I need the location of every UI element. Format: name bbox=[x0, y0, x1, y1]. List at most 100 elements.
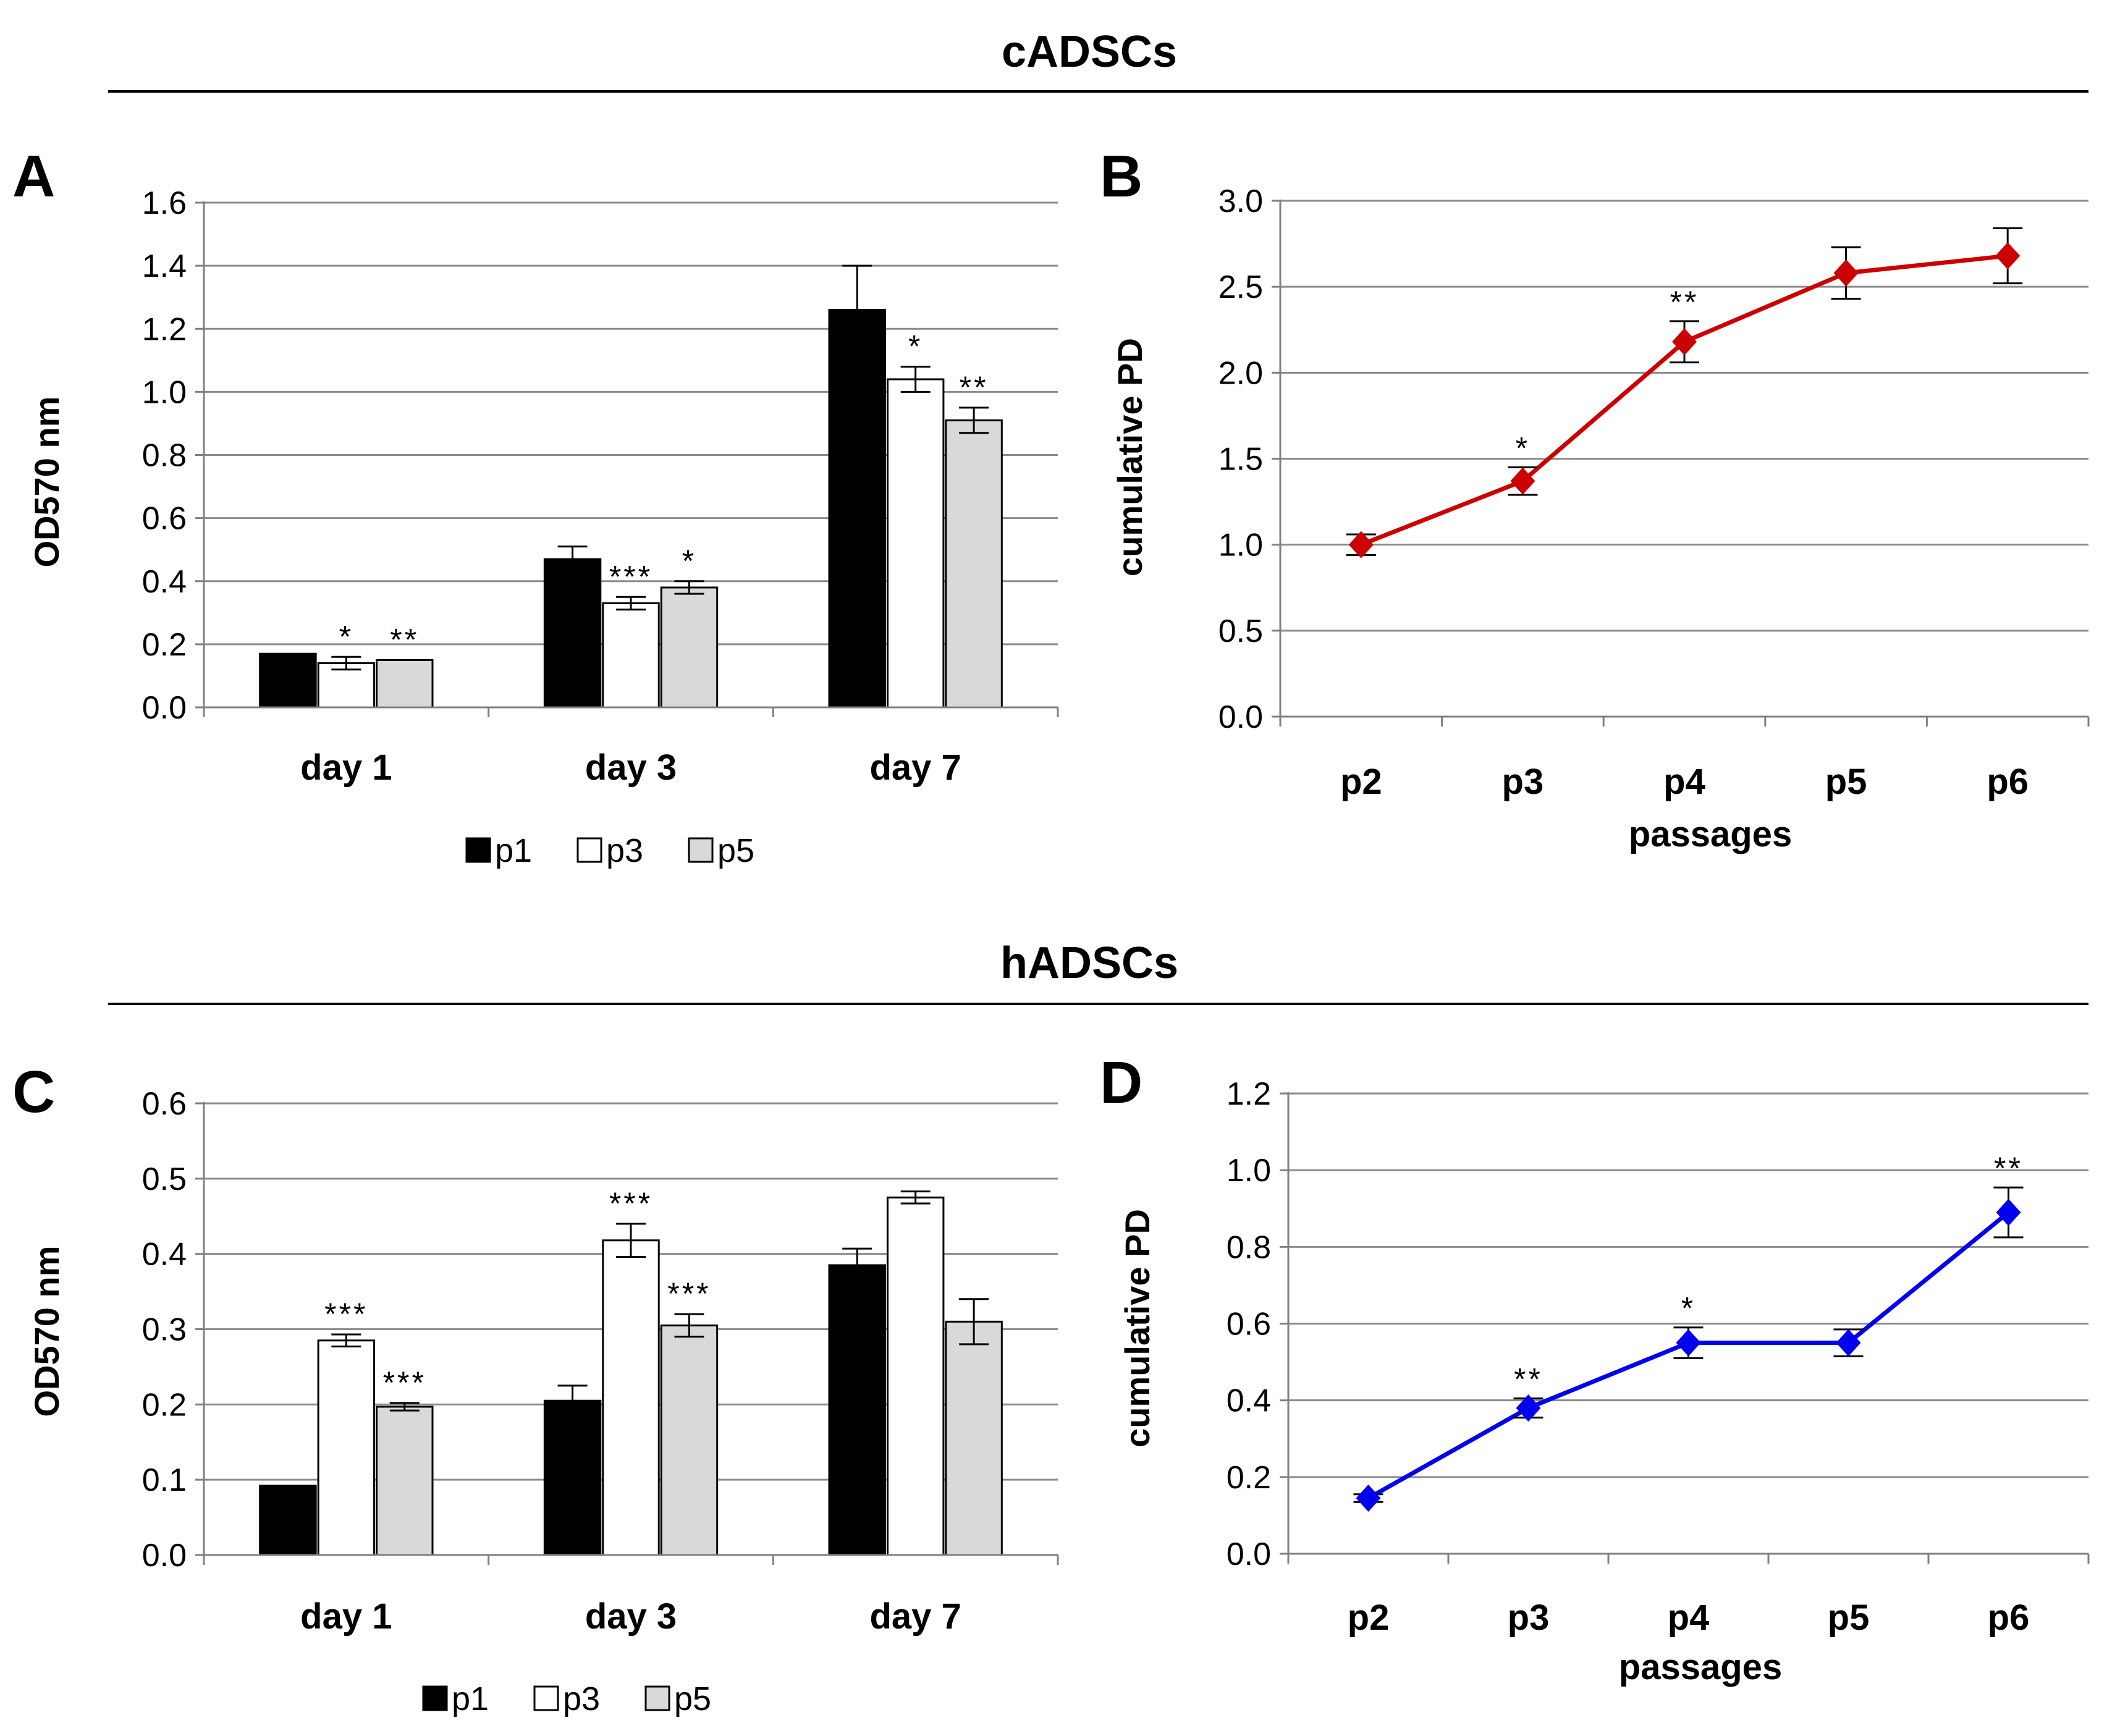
data-point-d-4 bbox=[1996, 1199, 2021, 1226]
bar-c-p3-0 bbox=[317, 1339, 376, 1556]
significance-label-a-p3-0: * bbox=[339, 619, 353, 654]
legend-label-p5-a: p5 bbox=[717, 832, 754, 869]
y-tick-label-a-7: 1.4 bbox=[142, 248, 187, 284]
bar-c-p1-2 bbox=[828, 1264, 886, 1556]
panel-letter-c: C bbox=[12, 1059, 55, 1125]
y-tick-label-b-5: 2.5 bbox=[1218, 269, 1263, 305]
x-category-label-c-1: day 3 bbox=[585, 1596, 677, 1637]
bar-a-p5-2 bbox=[945, 419, 1003, 709]
y-tick-label-b-4: 2.0 bbox=[1218, 355, 1263, 391]
data-point-b-1 bbox=[1510, 467, 1535, 495]
chart-panel-b: B *** 0.00.51.01.52.02.53.0p2 p3 p4 p5 p6 cu… bbox=[1100, 143, 2090, 854]
bar-a-p1-0 bbox=[259, 652, 317, 709]
legend-a: p1 p3 p5 bbox=[465, 832, 754, 869]
bar-a-p5-1 bbox=[660, 586, 719, 709]
bar-c-p5-1 bbox=[660, 1324, 719, 1556]
y-tick-label-b-1: 0.5 bbox=[1218, 613, 1263, 649]
data-point-b-0 bbox=[1348, 531, 1374, 558]
y-tick-label-c-0: 0.0 bbox=[142, 1538, 187, 1574]
legend-swatch-p5-a bbox=[688, 837, 714, 863]
bar-c-p5-2 bbox=[945, 1320, 1003, 1556]
significance-label-b-1: * bbox=[1516, 431, 1530, 465]
x-axis-label-d: passages bbox=[1619, 1647, 1782, 1687]
x-category-label-c-2: day 7 bbox=[870, 1596, 961, 1637]
legend-swatch-p5-c bbox=[644, 1685, 670, 1711]
x-category-label-a-0: day 1 bbox=[300, 748, 392, 788]
y-tick-label-a-3: 0.6 bbox=[142, 501, 187, 537]
legend-label-p1-a: p1 bbox=[495, 832, 532, 869]
bar-a-p1-1 bbox=[543, 558, 602, 709]
y-tick-label-d-4: 0.8 bbox=[1227, 1229, 1271, 1265]
y-tick-label-c-1: 0.1 bbox=[142, 1462, 187, 1498]
bar-c-p1-1 bbox=[543, 1399, 602, 1556]
chart-panel-a: A ********** 0.00.20.40.60.81.01.21.41.6… bbox=[12, 143, 1059, 869]
bar-c-p5-0 bbox=[376, 1405, 434, 1556]
data-point-d-2 bbox=[1676, 1329, 1701, 1357]
significance-label-a-p5-0: ** bbox=[390, 622, 419, 657]
y-tick-label-a-0: 0.0 bbox=[142, 690, 187, 726]
data-point-b-2 bbox=[1672, 328, 1697, 356]
y-tick-label-a-2: 0.4 bbox=[142, 564, 187, 600]
bar-a-p3-1 bbox=[602, 602, 660, 709]
y-tick-label-b-0: 0.0 bbox=[1218, 699, 1263, 735]
significance-label-a-p5-2: ** bbox=[960, 370, 989, 405]
significance-label-b-2: ** bbox=[1670, 285, 1699, 319]
legend-label-p5-c: p5 bbox=[674, 1680, 711, 1717]
x-category-label-a-2: day 7 bbox=[870, 748, 961, 788]
panel-letter-a: A bbox=[12, 143, 55, 209]
section-title-hadscs: hADSCs bbox=[1000, 938, 1178, 988]
bar-c-p3-2 bbox=[886, 1196, 945, 1556]
y-tick-label-a-4: 0.8 bbox=[142, 438, 187, 474]
y-axis-label-b: cumulative PD bbox=[1110, 338, 1149, 576]
bar-a-p1-2 bbox=[828, 309, 886, 709]
y-tick-label-d-1: 0.2 bbox=[1227, 1460, 1271, 1496]
legend-label-p3-a: p3 bbox=[606, 832, 643, 869]
x-category-label-d-1: p3 bbox=[1508, 1598, 1550, 1638]
bar-a-p5-0 bbox=[376, 659, 434, 709]
x-category-label-a-1: day 3 bbox=[585, 748, 677, 788]
data-point-d-3 bbox=[1836, 1329, 1861, 1357]
y-tick-label-c-2: 0.2 bbox=[142, 1387, 187, 1423]
chart-panel-c: C *** *** *** *** 0.0 0.1 0.2 0.3 0.4 0.5 0.6 day … bbox=[12, 1059, 1059, 1717]
y-tick-label-d-6: 1.2 bbox=[1227, 1076, 1271, 1112]
y-tick-label-d-2: 0.4 bbox=[1227, 1383, 1271, 1419]
data-point-d-0 bbox=[1356, 1484, 1381, 1512]
data-point-b-4 bbox=[1995, 242, 2021, 270]
y-tick-label-d-3: 0.6 bbox=[1227, 1307, 1271, 1342]
y-tick-label-c-6: 0.6 bbox=[142, 1086, 187, 1122]
significance-label-a-p3-2: * bbox=[908, 329, 923, 364]
y-tick-label-a-5: 1.0 bbox=[142, 374, 187, 410]
legend-label-p3-c: p3 bbox=[563, 1680, 600, 1717]
panel-letter-b: B bbox=[1100, 143, 1142, 209]
significance-label-a-p5-1: * bbox=[682, 544, 696, 578]
significance-label-c-p3-1: *** bbox=[609, 1186, 652, 1221]
x-category-label-d-3: p5 bbox=[1828, 1598, 1870, 1638]
y-tick-label-a-1: 0.2 bbox=[142, 627, 187, 663]
y-tick-label-d-5: 1.0 bbox=[1227, 1153, 1271, 1189]
legend-c: p1 p3 p5 bbox=[422, 1680, 711, 1717]
x-category-label-b-2: p4 bbox=[1663, 762, 1705, 802]
y-tick-label-c-3: 0.3 bbox=[142, 1312, 187, 1348]
x-category-label-b-0: p2 bbox=[1340, 762, 1382, 802]
x-category-label-b-3: p5 bbox=[1825, 762, 1867, 802]
x-category-label-d-4: p6 bbox=[1988, 1598, 2030, 1638]
data-point-b-3 bbox=[1833, 259, 1859, 287]
y-tick-label-b-3: 1.5 bbox=[1218, 442, 1263, 478]
section-title-cadscs: cADSCs bbox=[1002, 27, 1177, 77]
significance-label-c-p5-1: *** bbox=[667, 1276, 711, 1311]
significance-label-a-p3-1: *** bbox=[609, 559, 652, 594]
chart-panel-d: D ***** 0.00.20.40.60.81.01.2p2 p3 p4 p5 p6 … bbox=[1100, 1050, 2090, 1687]
y-tick-label-a-6: 1.2 bbox=[142, 311, 187, 347]
legend-swatch-p3-c bbox=[533, 1685, 559, 1711]
significance-label-c-p3-0: *** bbox=[324, 1297, 368, 1331]
x-category-label-c-0: day 1 bbox=[300, 1596, 392, 1637]
legend-swatch-p1-a bbox=[465, 837, 491, 863]
legend-label-p1-c: p1 bbox=[452, 1680, 489, 1717]
bar-c-p3-1 bbox=[602, 1239, 660, 1556]
bar-a-p3-2 bbox=[886, 378, 945, 709]
y-tick-label-a-8: 1.6 bbox=[142, 185, 187, 221]
significance-label-d-1: ** bbox=[1514, 1362, 1543, 1397]
x-category-label-b-1: p3 bbox=[1502, 762, 1544, 802]
significance-label-d-2: * bbox=[1681, 1291, 1696, 1326]
